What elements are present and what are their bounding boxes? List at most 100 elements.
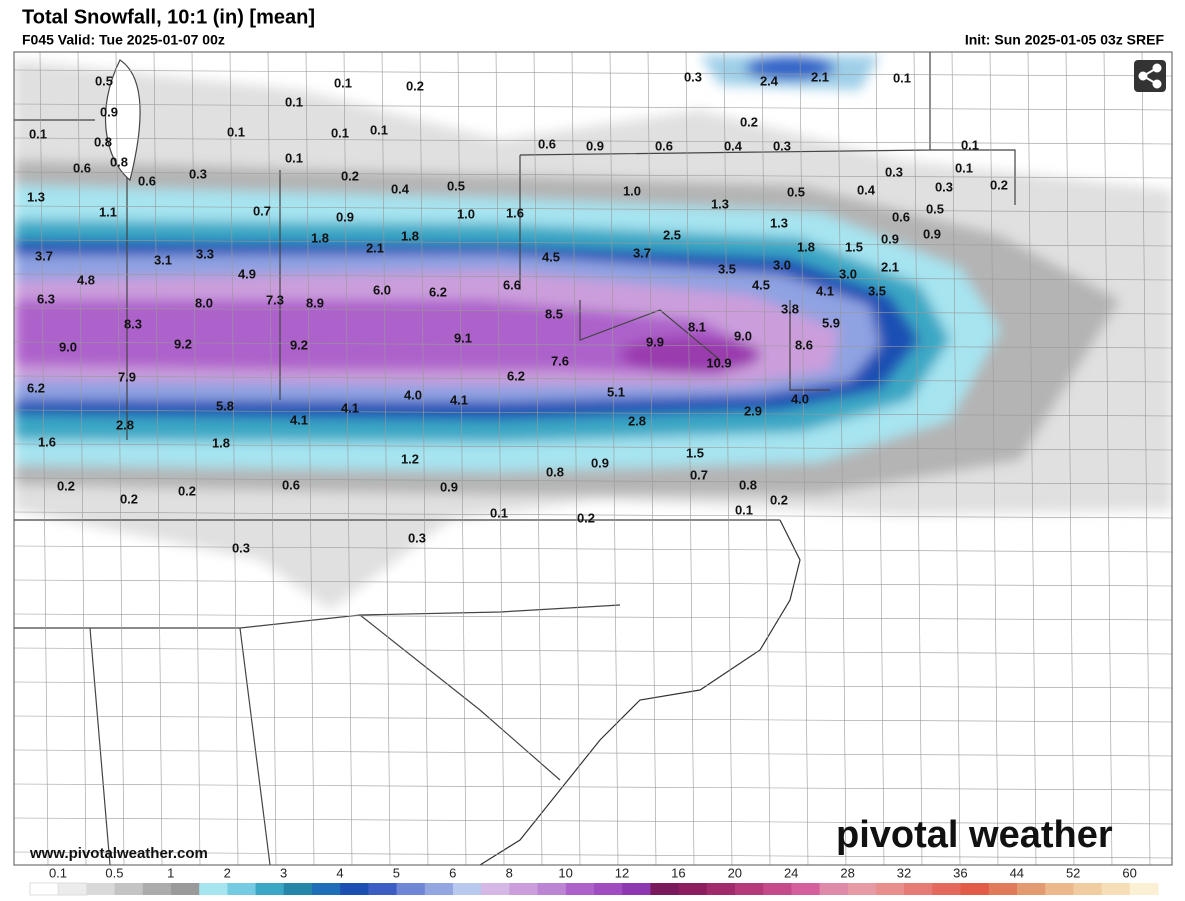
colorbar-swatch — [706, 883, 736, 895]
snowfall-value: 0.9 — [881, 231, 899, 246]
colorbar-swatch — [255, 883, 285, 895]
snowfall-value: 9.9 — [646, 334, 664, 349]
county-line — [799, 52, 809, 865]
snowfall-value: 1.2 — [401, 451, 419, 466]
county-line — [14, 443, 1172, 451]
county-line — [457, 52, 467, 865]
snowfall-value: 3.0 — [839, 266, 857, 281]
colorbar-tick-label: 10 — [558, 865, 572, 880]
colorbar-tick-label: 1 — [167, 865, 174, 880]
county-line — [14, 171, 1172, 179]
snowfall-value: 0.1 — [334, 75, 352, 90]
county-line — [951, 52, 961, 865]
county-line — [14, 273, 1172, 281]
snowfall-value: 0.3 — [935, 179, 953, 194]
county-line — [1065, 52, 1075, 865]
colorbar-swatch — [29, 882, 60, 896]
colorbar-swatch — [283, 883, 313, 895]
colorbar-tick-label: 6 — [449, 865, 456, 880]
county-line — [14, 239, 1172, 247]
snowfall-value: 0.8 — [94, 134, 112, 149]
snowfall-value: 1.6 — [506, 205, 524, 220]
snowfall-value: 4.5 — [752, 277, 770, 292]
county-line — [14, 817, 1172, 825]
county-line — [343, 52, 353, 865]
snowfall-value: 0.2 — [178, 483, 196, 498]
colorbar-swatch — [735, 883, 764, 895]
snowfall-value: 3.3 — [196, 246, 214, 261]
snowfall-value: 2.1 — [366, 240, 384, 255]
colorbar-tick-label: 36 — [953, 865, 967, 880]
snowfall-value: 0.1 — [955, 160, 973, 175]
snowfall-value: 0.9 — [586, 138, 604, 153]
county-line — [14, 545, 1172, 553]
snowfall-value: 5.9 — [822, 315, 840, 330]
snowfall-value: 0.1 — [285, 94, 303, 109]
snowfall-value: 1.8 — [212, 435, 230, 450]
county-line — [837, 52, 847, 865]
snowfall-value: 0.6 — [538, 136, 556, 151]
snowfall-value: 0.2 — [406, 78, 424, 93]
snowfall-value: 0.6 — [138, 173, 156, 188]
county-line — [989, 52, 999, 865]
colorbar-tick-label: 32 — [897, 865, 911, 880]
share-icon[interactable] — [1138, 63, 1162, 89]
snowfall-value: 1.8 — [797, 239, 815, 254]
snowfall-value: 4.9 — [238, 266, 256, 281]
snowfall-value: 2.8 — [628, 413, 646, 428]
snowfall-value: 0.2 — [990, 177, 1008, 192]
colorbar-tick-label: 8 — [506, 865, 513, 880]
snowfall-shading — [14, 55, 1172, 610]
snowfall-value: 0.2 — [577, 510, 595, 525]
snowfall-value: 1.8 — [311, 230, 329, 245]
snowfall-value: 0.5 — [787, 184, 805, 199]
county-line — [14, 409, 1172, 417]
snowfall-value: 1.8 — [401, 228, 419, 243]
snowfall-value: 4.1 — [290, 412, 308, 427]
county-line — [14, 307, 1172, 315]
county-line — [647, 52, 657, 865]
snowfall-value: 0.1 — [29, 126, 47, 141]
colorbar-swatch — [171, 883, 200, 895]
snowfall-value: 0.1 — [735, 502, 753, 517]
snowfall-value: 1.3 — [770, 215, 788, 230]
map-frame — [13, 51, 1173, 866]
county-line — [685, 52, 695, 865]
url-watermark: www.pivotalweather.com — [29, 845, 208, 862]
colorbar-swatch — [960, 883, 990, 895]
colorbar-swatch — [1073, 883, 1103, 895]
snowfall-value: 0.4 — [724, 138, 743, 153]
snowfall-value: 0.1 — [961, 137, 979, 152]
colorbar-tick-label: 24 — [784, 865, 798, 880]
colorbar-swatch — [142, 883, 172, 895]
county-line — [14, 375, 1172, 383]
county-line — [913, 52, 923, 865]
colorbar-swatch — [932, 883, 962, 895]
snowfall-value: 3.8 — [781, 301, 799, 316]
snowfall-value: 8.3 — [124, 316, 142, 331]
snowfall-value: 0.8 — [110, 154, 128, 169]
snowfall-value: 0.7 — [690, 467, 708, 482]
brand-watermark: pivotal weather — [836, 814, 1113, 856]
snowfall-value: 6.6 — [503, 277, 521, 292]
county-line — [267, 52, 277, 865]
colorbar-swatch — [537, 883, 567, 895]
county-line — [571, 52, 581, 865]
snowfall-value: 0.3 — [773, 138, 791, 153]
snowfall-value: 0.3 — [885, 164, 903, 179]
colorbar-tick-label: 44 — [1010, 865, 1024, 880]
share-button[interactable] — [1134, 60, 1166, 92]
snowfall-value: 0.3 — [408, 530, 426, 545]
snowfall-value: 8.0 — [195, 295, 213, 310]
county-line — [875, 52, 885, 865]
county-line — [1103, 52, 1113, 865]
county-line — [14, 477, 1172, 485]
snowfall-value: 2.1 — [881, 259, 899, 274]
snowfall-value: 1.3 — [711, 196, 729, 211]
colorbar-swatch — [819, 883, 849, 895]
colorbar-swatch — [1129, 883, 1159, 895]
snowfall-value: 6.2 — [429, 284, 447, 299]
colorbar-swatch — [227, 883, 257, 895]
snowfall-value: 3.5 — [718, 261, 736, 276]
